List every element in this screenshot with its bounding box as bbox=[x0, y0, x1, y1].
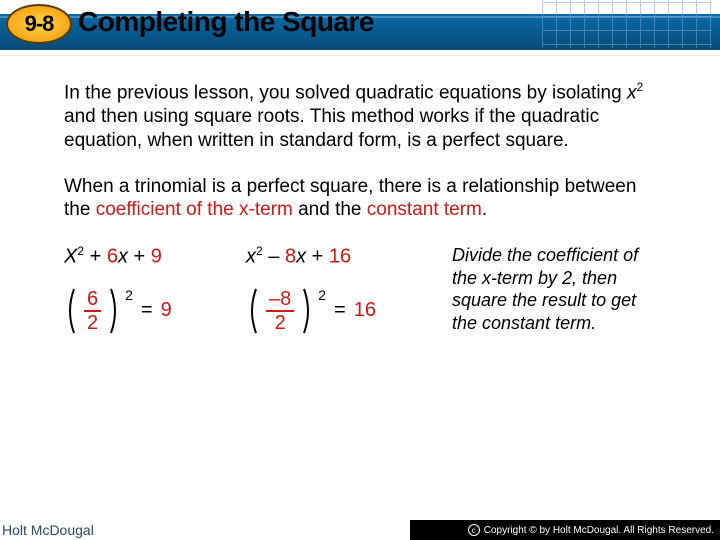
ex1-equation: 6 2 2 = 9 bbox=[64, 287, 240, 335]
page-title: Completing the Square bbox=[78, 6, 374, 38]
intro-paragraph-1: In the previous lesson, you solved quadr… bbox=[64, 80, 664, 153]
ex2-frac-num: –8 bbox=[266, 289, 294, 312]
example-1: X2 + 6x + 9 6 2 2 = 9 bbox=[64, 244, 240, 335]
ex2-frac-den: 2 bbox=[275, 312, 286, 333]
ex2-const: 16 bbox=[329, 246, 351, 268]
ex1-frac-den: 2 bbox=[87, 312, 98, 333]
header-grid-pattern bbox=[542, 0, 712, 48]
p2-text-end: . bbox=[482, 199, 487, 220]
ex1-coef: 6 bbox=[107, 246, 118, 268]
p2-red-coefficient: coefficient of the x-term bbox=[96, 199, 293, 220]
ex2-sup: 2 bbox=[256, 244, 263, 258]
ex2-plus: + bbox=[306, 246, 329, 268]
example-2: x2 – 8x + 16 –8 2 2 = 16 bbox=[246, 244, 442, 335]
chapter-badge: 9-8 bbox=[6, 4, 72, 44]
ex1-fraction: 6 2 bbox=[84, 289, 101, 333]
ex2-coef: 8 bbox=[285, 246, 296, 268]
slide-header: 9-8 Completing the Square bbox=[0, 0, 720, 56]
examples-row: X2 + 6x + 9 6 2 2 = 9 x2 – 8x + 1 bbox=[64, 244, 664, 335]
ex1-xvar: x bbox=[118, 246, 128, 268]
p2-text-mid: and the bbox=[293, 199, 367, 220]
ex1-paren-sup: 2 bbox=[125, 287, 133, 303]
ex1-equals: = bbox=[141, 299, 153, 322]
ex2-x: x bbox=[246, 246, 256, 268]
ex2-paren-sup: 2 bbox=[318, 287, 326, 303]
intro-paragraph-2: When a trinomial is a perfect square, th… bbox=[64, 175, 664, 223]
ex1-result: 9 bbox=[161, 299, 172, 322]
copyright-icon: c bbox=[468, 524, 480, 536]
ex1-const: 9 bbox=[151, 246, 162, 268]
hint-text: Divide the coefficient of the x-term by … bbox=[452, 244, 664, 334]
ex1-rparen bbox=[109, 287, 121, 335]
ex1-plus1: + bbox=[84, 246, 107, 268]
slide-content: In the previous lesson, you solved quadr… bbox=[0, 56, 720, 335]
ex2-equation: –8 2 2 = 16 bbox=[246, 287, 442, 335]
ex1-x: X bbox=[64, 246, 77, 268]
ex2-trinomial: x2 – 8x + 16 bbox=[246, 244, 442, 269]
ex2-rparen bbox=[302, 287, 314, 335]
ex1-frac-num: 6 bbox=[84, 289, 101, 312]
p1-sup-2: 2 bbox=[636, 80, 643, 94]
ex2-minus: – bbox=[263, 246, 285, 268]
p2-red-constant: constant term bbox=[367, 199, 482, 220]
hint-column: Divide the coefficient of the x-term by … bbox=[448, 244, 664, 335]
ex2-equals: = bbox=[334, 299, 346, 322]
p1-text-a: In the previous lesson, you solved quadr… bbox=[64, 82, 627, 103]
footer-copyright: c Copyright © by Holt McDougal. All Righ… bbox=[410, 520, 720, 540]
ex2-lparen bbox=[246, 287, 258, 335]
ex2-fraction: –8 2 bbox=[266, 289, 294, 333]
ex1-trinomial: X2 + 6x + 9 bbox=[64, 244, 240, 269]
footer-publisher: Holt McDougal bbox=[2, 523, 94, 538]
ex1-plus2: + bbox=[128, 246, 151, 268]
footer-copyright-text: Copyright © by Holt McDougal. All Rights… bbox=[484, 525, 714, 536]
ex2-result: 16 bbox=[354, 299, 376, 322]
p1-text-b: and then using square roots. This method… bbox=[64, 106, 599, 151]
ex2-xvar: x bbox=[296, 246, 306, 268]
ex1-lparen bbox=[64, 287, 76, 335]
